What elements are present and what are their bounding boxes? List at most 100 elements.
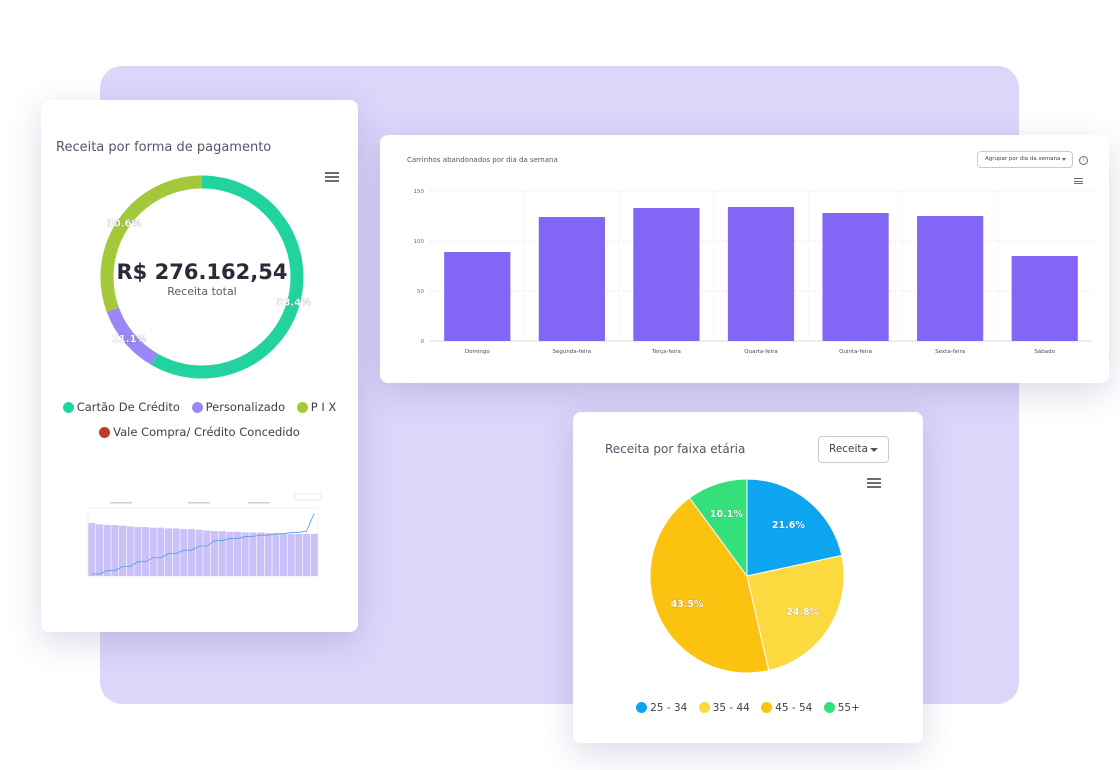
menu-icon[interactable] xyxy=(867,478,881,488)
donut-slice[interactable] xyxy=(100,175,203,312)
bar[interactable] xyxy=(917,216,984,341)
mini-line-series xyxy=(91,513,315,575)
legend-item-vale-compra[interactable]: Vale Compra/ Crédito Concedido xyxy=(99,425,300,439)
age-legend: 25 - 34 35 - 44 45 - 54 55+ xyxy=(573,702,923,714)
legend-label: 55+ xyxy=(837,702,860,714)
legend-dot xyxy=(823,702,835,713)
menu-icon[interactable] xyxy=(325,172,339,182)
mini-bar xyxy=(172,528,180,576)
mini-bar xyxy=(88,522,96,576)
y-tick-label: 100 xyxy=(414,239,425,245)
chevron-down-icon xyxy=(1062,158,1066,161)
mini-bar xyxy=(272,533,280,576)
mini-bar xyxy=(218,531,226,576)
legend-dot xyxy=(62,402,74,413)
payment-donut-chart: 58.4% 11.1% 30.6% xyxy=(100,175,311,379)
legend-item-pix[interactable]: P I X xyxy=(296,400,337,414)
mini-bar xyxy=(164,528,173,576)
mini-bar xyxy=(195,529,203,576)
bar[interactable] xyxy=(538,217,605,341)
legend-label: Vale Compra/ Crédito Concedido xyxy=(113,425,300,439)
donut-slice[interactable] xyxy=(106,307,158,365)
total-revenue-label: Receita total xyxy=(167,285,237,298)
legend-dot xyxy=(99,427,111,438)
pie-data-label: 43.5% xyxy=(671,599,704,610)
payment-method-card: Receita por forma de pagamento 58.4% 11.1… xyxy=(41,100,358,632)
donut-data-label: 11.1% xyxy=(112,334,147,345)
pie-slice[interactable] xyxy=(746,478,843,577)
legend-label: 25 - 34 xyxy=(650,702,688,714)
x-tick-label: Quinta-feira xyxy=(839,349,872,355)
metric-select-value: Receita xyxy=(829,443,868,455)
payment-card-title: Receita por forma de pagamento xyxy=(56,140,272,155)
mini-bar xyxy=(103,525,111,576)
y-tick-label: 150 xyxy=(414,189,425,195)
x-tick-label: Terça-feira xyxy=(651,349,681,355)
donut-data-label: 30.6% xyxy=(107,219,142,230)
x-tick-label: Segunda-feira xyxy=(553,349,592,355)
mini-bar xyxy=(249,532,257,576)
mini-bar xyxy=(302,533,311,576)
mini-bar xyxy=(233,531,242,576)
bar[interactable] xyxy=(1011,256,1078,341)
mini-legend-mark xyxy=(110,502,132,504)
donut-data-label: 58.4% xyxy=(276,298,311,309)
bar[interactable] xyxy=(633,208,700,341)
x-tick-label: Sábado xyxy=(1034,348,1055,355)
age-card-title: Receita por faixa etária xyxy=(605,442,746,456)
abandoned-carts-card: Carrinhos abandonados por dia da semana … xyxy=(380,135,1109,383)
metric-select[interactable]: Receita xyxy=(818,436,889,463)
mini-bar xyxy=(187,529,196,576)
legend-item-personalizado[interactable]: Personalizado xyxy=(191,400,285,414)
total-revenue-value: R$ 276.162,54 xyxy=(116,260,288,284)
x-tick-label: Sexta-feira xyxy=(935,349,965,355)
mini-bar xyxy=(141,527,150,576)
pie-data-label: 10.1% xyxy=(710,509,743,520)
legend-dot xyxy=(191,402,203,413)
x-tick-label: Quarta-feira xyxy=(744,349,777,355)
legend-label: Cartão De Crédito xyxy=(76,400,180,414)
mini-select xyxy=(294,493,322,501)
mini-legend-mark xyxy=(248,502,270,504)
abandoned-card-title: Carrinhos abandonados por dia da semana xyxy=(407,156,558,164)
donut-center: R$ 276.162,54 Receita total xyxy=(82,260,322,298)
group-by-select[interactable]: Agrupar por dia da semana xyxy=(977,151,1073,168)
pie-slice[interactable] xyxy=(688,478,748,578)
mini-bar xyxy=(134,527,142,576)
mini-bar xyxy=(118,525,127,576)
payment-legend-row-1: Cartão De Crédito Personalizado P I X xyxy=(41,400,358,414)
mini-bar xyxy=(210,531,219,576)
mini-bar xyxy=(180,529,188,576)
mini-bar xyxy=(241,532,249,576)
mini-bar xyxy=(126,526,134,576)
mini-bar xyxy=(95,524,104,576)
legend-item-credit-card[interactable]: Cartão De Crédito xyxy=(62,400,180,414)
legend-dot xyxy=(761,702,773,713)
mini-bar xyxy=(111,525,119,576)
legend-label: P I X xyxy=(310,400,337,414)
legend-item-45-54[interactable]: 45 - 54 xyxy=(761,702,812,714)
mini-bar xyxy=(157,527,165,576)
donut-slice[interactable] xyxy=(151,175,304,379)
mini-bar xyxy=(264,533,272,576)
bar[interactable] xyxy=(822,213,889,341)
legend-dot xyxy=(698,702,710,713)
bar[interactable] xyxy=(444,252,511,341)
abandoned-bar-chart: 0 50 100 150 Domingo Segunda-feira Terça-feira… xyxy=(414,189,1092,355)
pie-slice[interactable] xyxy=(746,554,845,672)
bar[interactable] xyxy=(727,207,795,341)
legend-item-25-34[interactable]: 25 - 34 xyxy=(636,702,687,714)
menu-icon[interactable] xyxy=(1074,178,1083,184)
y-tick-label: 50 xyxy=(417,289,424,295)
pie-data-label: 21.6% xyxy=(772,520,805,531)
mini-bar xyxy=(295,533,303,576)
legend-item-35-44[interactable]: 35 - 44 xyxy=(698,702,750,714)
y-tick-label: 0 xyxy=(421,339,425,345)
mini-combo-chart xyxy=(87,493,322,577)
info-icon[interactable]: i xyxy=(1079,156,1088,165)
legend-label: 35 - 44 xyxy=(712,702,750,714)
pie-slice[interactable] xyxy=(649,497,770,674)
legend-item-55-plus[interactable]: 55+ xyxy=(823,702,860,714)
mini-bar xyxy=(287,533,295,576)
mini-bar xyxy=(149,527,157,576)
